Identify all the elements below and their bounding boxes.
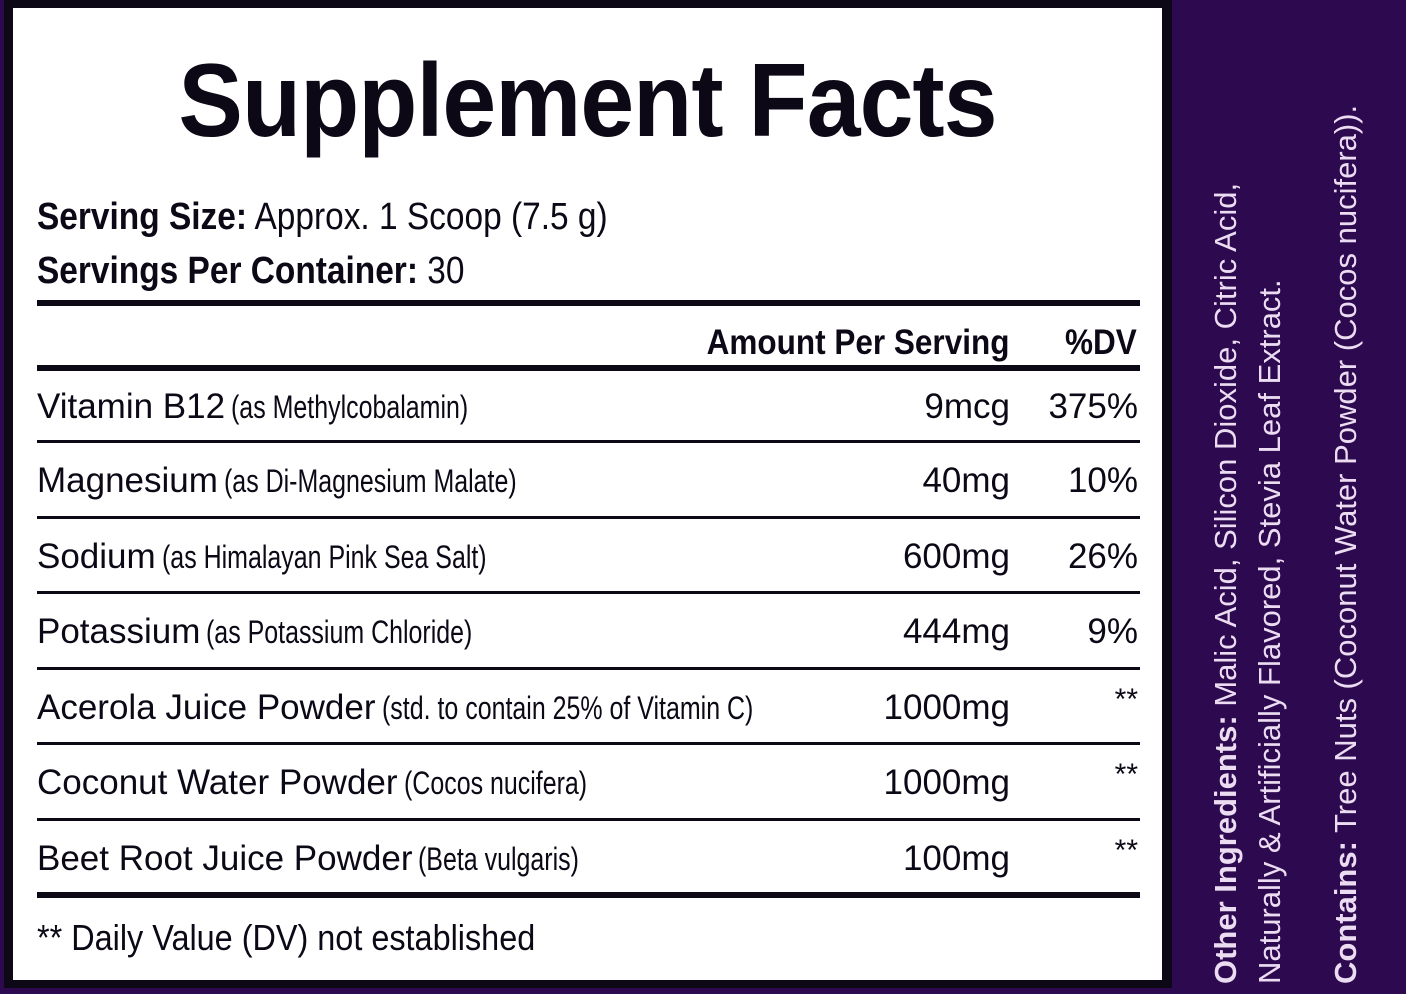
nutrient-name: Vitamin B12 (as Methylcobalamin) [37, 371, 535, 443]
nutrient-amount: 444mg [902, 612, 1010, 651]
nutrient-source: (as Methylcobalamin) [231, 389, 469, 425]
nutrient-dv: 9% [1087, 612, 1138, 651]
nutrient-label: Acerola Juice Powder [37, 688, 376, 727]
other-ingredients-text-continued: Naturally & Artificially Flavored, Stevi… [1252, 279, 1287, 984]
nutrient-dv: ** [1114, 834, 1138, 867]
nutrient-label: Magnesium [37, 461, 218, 500]
nutrient-label: Vitamin B12 [37, 387, 226, 426]
nutrient-amount: 1000mg [883, 688, 1010, 727]
nutrient-label: Coconut Water Powder [37, 763, 398, 802]
divider-thick [37, 892, 1140, 898]
other-ingredients-label: Other Ingredients: [1208, 715, 1243, 984]
divider-thin [37, 591, 1140, 594]
divider-thin [37, 742, 1140, 745]
nutrient-dv: 26% [1067, 537, 1138, 576]
divider-thin [37, 818, 1140, 821]
divider-thick [37, 365, 1140, 371]
servings-per-container: Servings Per Container: 30 [37, 244, 608, 298]
nutrient-amount: 100mg [902, 839, 1010, 878]
divider-thin [37, 667, 1140, 670]
serving-size-label: Serving Size: [37, 196, 248, 238]
nutrient-label: Sodium [37, 537, 156, 576]
footnote: ** Daily Value (DV) not established [37, 917, 536, 958]
nutrient-name: Acerola Juice Powder (std. to contain 25%… [37, 672, 858, 744]
nutrient-name: Potassium (as Potassium Chloride) [37, 596, 548, 668]
table-row: Magnesium (as Di-Magnesium Malate) 40mg 1… [37, 445, 1140, 517]
nutrient-dv: 10% [1067, 461, 1138, 500]
divider-thin [37, 440, 1140, 443]
table-row: Vitamin B12 (as Methylcobalamin) 9mcg 375… [37, 371, 1140, 443]
divider-thick [37, 300, 1140, 306]
servings-per-container-label: Servings Per Container: [37, 250, 418, 292]
supplement-facts-body: Supplement Facts Serving Size: Approx. 1… [13, 8, 1162, 980]
table-row: Potassium (as Potassium Chloride) 444mg 9… [37, 596, 1140, 668]
other-ingredients-text: Malic Acid, Silicon Dioxide, Citric Acid… [1208, 182, 1243, 707]
table-row: Beet Root Juice Powder (Beta vulgaris) 10… [37, 823, 1140, 895]
nutrient-label: Beet Root Juice Powder [37, 839, 413, 878]
nutrient-label: Potassium [37, 612, 201, 651]
nutrient-dv: ** [1114, 683, 1138, 716]
serving-info: Serving Size: Approx. 1 Scoop (7.5 g) Se… [37, 190, 608, 298]
allergen-statement: Contains: Tree Nuts (Coconut Water Powde… [1328, 105, 1364, 984]
divider-thin [37, 516, 1140, 519]
nutrient-source: (as Potassium Chloride) [206, 614, 473, 650]
nutrient-name: Beet Root Juice Powder (Beta vulgaris) [37, 823, 625, 895]
nutrient-source: (Cocos nucifera) [403, 765, 587, 801]
contains-text: Tree Nuts (Coconut Water Powder (Cocos n… [1328, 104, 1363, 833]
column-header-dv: %DV [1065, 323, 1137, 362]
serving-size: Serving Size: Approx. 1 Scoop (7.5 g) [37, 190, 608, 244]
nutrient-amount: 1000mg [883, 763, 1010, 802]
ingredients-side-panel: Other Ingredients: Malic Acid, Silicon D… [1172, 0, 1406, 994]
table-row: Acerola Juice Powder (std. to contain 25%… [37, 672, 1140, 744]
nutrient-name: Sodium (as Himalayan Pink Sea Salt) [37, 521, 578, 593]
nutrient-source: (std. to contain 25% of Vitamin C) [381, 690, 753, 726]
other-ingredients-line-1: Other Ingredients: Malic Acid, Silicon D… [1208, 183, 1244, 984]
nutrient-source: (as Himalayan Pink Sea Salt) [161, 539, 487, 575]
nutrient-amount: 600mg [902, 537, 1010, 576]
table-row: Coconut Water Powder (Cocos nucifera) 100… [37, 747, 1140, 819]
serving-size-value: Approx. 1 Scoop (7.5 g) [254, 196, 608, 238]
page-title: Supplement Facts [178, 43, 997, 159]
contains-label: Contains: [1328, 841, 1363, 984]
nutrient-name: Coconut Water Powder (Cocos nucifera) [37, 747, 638, 819]
nutrient-source: (Beta vulgaris) [418, 841, 580, 877]
nutrient-amount: 9mcg [924, 387, 1010, 426]
nutrient-name: Magnesium (as Di-Magnesium Malate) [37, 445, 599, 517]
nutrient-dv: 375% [1048, 387, 1138, 426]
table-row: Sodium (as Himalayan Pink Sea Salt) 600mg… [37, 521, 1140, 593]
supplement-facts-panel: Supplement Facts Serving Size: Approx. 1… [4, 0, 1172, 988]
nutrient-source: (as Di-Magnesium Malate) [223, 463, 517, 499]
nutrient-amount: 40mg [922, 461, 1010, 500]
servings-per-container-value: 30 [427, 250, 465, 292]
nutrient-dv: ** [1114, 758, 1138, 791]
other-ingredients-line-2: Naturally & Artificially Flavored, Stevi… [1252, 279, 1288, 984]
column-header-amount: Amount Per Serving [706, 323, 1009, 362]
